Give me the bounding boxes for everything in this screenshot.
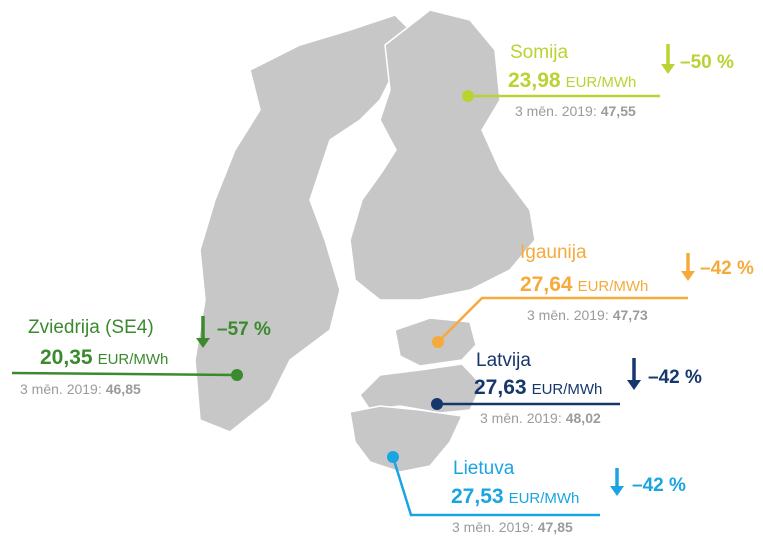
- change: –42 %: [648, 367, 702, 388]
- change: –50 %: [680, 52, 734, 73]
- leader-line: [437, 296, 688, 343]
- region-name: Lietuva: [453, 458, 515, 479]
- change: –42 %: [632, 475, 686, 496]
- previous-line: 3 mēn. 2019: 47,85: [452, 519, 573, 535]
- region-dot: [431, 398, 443, 410]
- previous-line: 3 mēn. 2019: 48,02: [480, 410, 601, 426]
- leader-line: [391, 456, 600, 517]
- price-line: 27,53 EUR/MWh: [451, 485, 579, 508]
- finland: [349, 9, 536, 301]
- previous-value: 47,85: [538, 519, 573, 535]
- region-label: Latvija 27,63 EUR/MWh 3 mēn. 2019: 48,02 –42 …: [431, 350, 702, 426]
- change: –57 %: [217, 319, 271, 340]
- previous-label: 3 mēn. 2019:: [527, 307, 609, 323]
- region-dot: [432, 336, 444, 348]
- previous-value: 48,02: [566, 410, 601, 426]
- previous-label: 3 mēn. 2019:: [515, 103, 597, 119]
- previous-label: 3 mēn. 2019:: [20, 381, 102, 397]
- region-name: Zviedrija (SE4): [28, 317, 154, 338]
- price: 27,63: [474, 376, 527, 399]
- previous-value: 47,73: [613, 307, 648, 323]
- unit: EUR/MWh: [578, 278, 649, 295]
- unit: EUR/MWh: [566, 74, 637, 91]
- price: 27,64: [520, 273, 573, 296]
- price: 23,98: [508, 69, 561, 92]
- region-label: Igaunija 27,64 EUR/MWh 3 mēn. 2019: 47,73 –42…: [432, 242, 754, 348]
- arrow-head: [196, 338, 210, 348]
- region-name: Latvija: [476, 350, 531, 371]
- leader-line: [11, 371, 238, 377]
- unit: EUR/MWh: [532, 381, 603, 398]
- price: 20,35: [40, 346, 93, 369]
- previous-label: 3 mēn. 2019:: [480, 410, 562, 426]
- region-label: Lietuva 27,53 EUR/MWh 3 mēn. 2019: 47,85 –42 …: [387, 451, 686, 535]
- landmass: [194, 9, 536, 473]
- region-dot: [231, 369, 243, 381]
- region-name: Igaunija: [520, 242, 587, 263]
- arrow-head: [627, 380, 641, 390]
- arrow-head: [661, 64, 675, 74]
- previous-label: 3 mēn. 2019:: [452, 519, 534, 535]
- region-name: Somija: [510, 42, 569, 63]
- previous-line: 3 mēn. 2019: 47,55: [515, 103, 636, 119]
- change: –42 %: [700, 258, 754, 279]
- region-dot: [462, 90, 474, 102]
- region-label: Zviedrija (SE4) 20,35 EUR/MWh 3 mēn. 2019: 4…: [11, 316, 271, 397]
- price-line: 27,63 EUR/MWh: [474, 376, 602, 399]
- previous-line: 3 mēn. 2019: 46,85: [20, 381, 141, 397]
- previous-line: 3 mēn. 2019: 47,73: [527, 307, 648, 323]
- unit: EUR/MWh: [98, 351, 169, 368]
- price-line: 23,98 EUR/MWh: [508, 69, 636, 92]
- region-dot: [387, 451, 399, 463]
- previous-value: 46,85: [106, 381, 141, 397]
- unit: EUR/MWh: [509, 490, 580, 507]
- previous-value: 47,55: [601, 103, 636, 119]
- price-line: 27,64 EUR/MWh: [520, 273, 648, 296]
- arrow-head: [681, 271, 695, 281]
- price: 27,53: [451, 485, 504, 508]
- lithuania: [349, 405, 464, 473]
- price-line: 20,35 EUR/MWh: [40, 346, 168, 369]
- arrow-head: [610, 486, 624, 496]
- region-label: Somija 23,98 EUR/MWh 3 mēn. 2019: 47,55 –50 %: [462, 42, 734, 119]
